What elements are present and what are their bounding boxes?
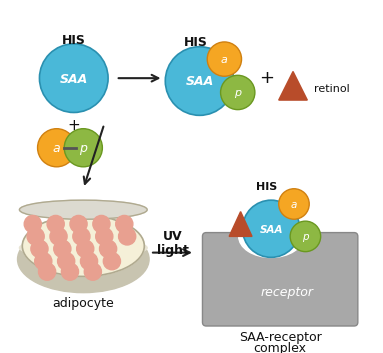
Circle shape	[27, 228, 44, 245]
Circle shape	[38, 129, 76, 167]
Circle shape	[47, 215, 64, 233]
Text: retinol: retinol	[314, 84, 350, 94]
Circle shape	[279, 189, 309, 219]
Circle shape	[31, 240, 48, 257]
Circle shape	[96, 228, 113, 245]
Circle shape	[207, 42, 242, 76]
Text: SAA: SAA	[259, 225, 283, 235]
Text: +: +	[259, 69, 274, 87]
Ellipse shape	[18, 226, 149, 293]
Ellipse shape	[22, 215, 144, 276]
Text: SAA-receptor: SAA-receptor	[239, 331, 321, 344]
Text: SAA: SAA	[185, 76, 214, 89]
Circle shape	[77, 240, 94, 257]
Circle shape	[70, 215, 87, 233]
Text: adipocyte: adipocyte	[52, 297, 114, 310]
Circle shape	[165, 47, 234, 115]
Text: p: p	[79, 142, 87, 155]
Circle shape	[80, 253, 98, 270]
Circle shape	[84, 263, 101, 280]
Circle shape	[39, 263, 56, 280]
Circle shape	[116, 215, 133, 233]
Circle shape	[119, 228, 136, 245]
Ellipse shape	[20, 238, 147, 257]
FancyBboxPatch shape	[203, 233, 358, 326]
Text: +: +	[67, 118, 80, 133]
Circle shape	[73, 228, 90, 245]
Text: a: a	[291, 200, 297, 210]
Text: a: a	[53, 142, 61, 155]
Circle shape	[100, 240, 117, 257]
Text: p: p	[302, 232, 309, 243]
Circle shape	[290, 221, 321, 252]
Circle shape	[103, 253, 121, 270]
Circle shape	[54, 240, 71, 257]
Circle shape	[57, 253, 75, 270]
Polygon shape	[279, 72, 307, 100]
Text: HIS: HIS	[62, 34, 86, 47]
Text: HIS: HIS	[256, 182, 277, 192]
Text: receptor: receptor	[261, 286, 314, 299]
Ellipse shape	[239, 215, 303, 257]
Circle shape	[221, 75, 255, 110]
Circle shape	[61, 263, 79, 280]
Circle shape	[24, 215, 41, 233]
Text: UV: UV	[163, 230, 183, 243]
Text: p: p	[234, 88, 241, 98]
Text: light: light	[157, 244, 189, 257]
Circle shape	[93, 215, 110, 233]
Circle shape	[50, 228, 67, 245]
Circle shape	[242, 200, 300, 257]
Text: a: a	[221, 55, 228, 65]
Circle shape	[39, 44, 108, 113]
Circle shape	[64, 129, 102, 167]
Polygon shape	[229, 211, 252, 237]
Text: HIS: HIS	[184, 36, 208, 49]
Circle shape	[35, 253, 52, 270]
Text: SAA: SAA	[60, 73, 88, 86]
Text: complex: complex	[254, 342, 307, 353]
Ellipse shape	[20, 200, 147, 219]
